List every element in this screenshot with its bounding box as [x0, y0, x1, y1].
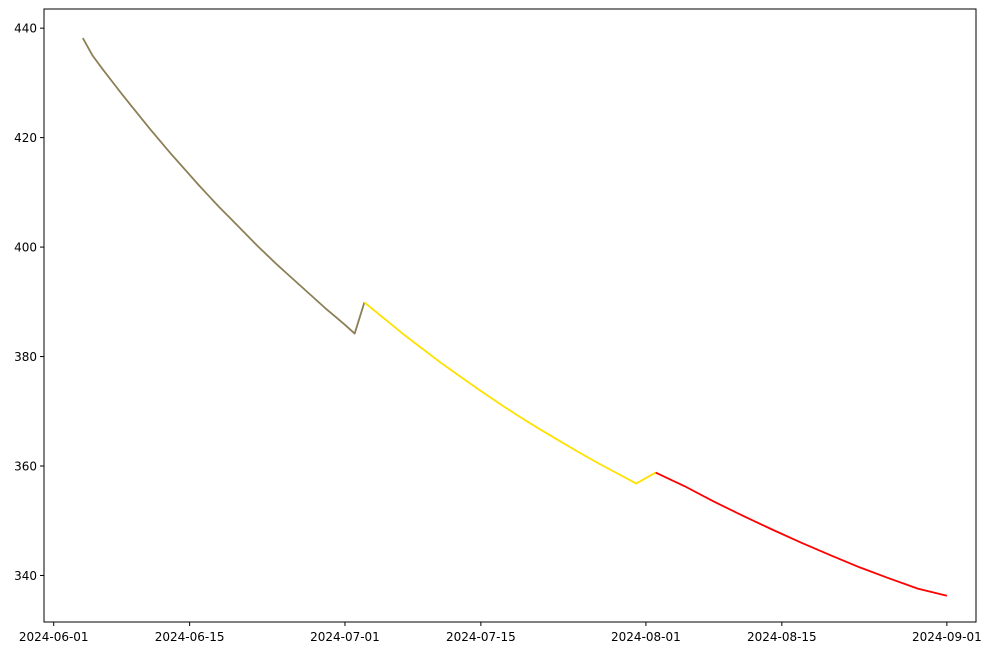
x-tick-label: 2024-09-01 — [912, 630, 982, 644]
series-line-3 — [655, 471, 948, 597]
x-tick-label: 2024-06-15 — [155, 630, 225, 644]
y-tick-label: 400 — [14, 241, 37, 255]
series-line-1 — [82, 37, 366, 335]
y-tick-label: 360 — [14, 460, 37, 474]
series-line-2 — [363, 301, 657, 485]
series-layer — [82, 37, 948, 597]
y-tick-label: 380 — [14, 350, 37, 364]
x-tick-label: 2024-07-15 — [446, 630, 516, 644]
x-tick-label: 2024-07-01 — [310, 630, 380, 644]
x-tick-label: 2024-06-01 — [19, 630, 89, 644]
plot-frame — [43, 8, 977, 623]
y-tick-label: 440 — [14, 22, 37, 36]
y-tick-label: 420 — [14, 131, 37, 145]
y-tick-label: 340 — [14, 569, 37, 583]
axes-layer: 2024-06-01 2024-06-15 2024-07-01 2024-07-15… — [14, 22, 982, 644]
plot-area — [44, 9, 976, 622]
x-tick-label: 2024-08-01 — [611, 630, 681, 644]
x-tick-label: 2024-08-15 — [747, 630, 817, 644]
